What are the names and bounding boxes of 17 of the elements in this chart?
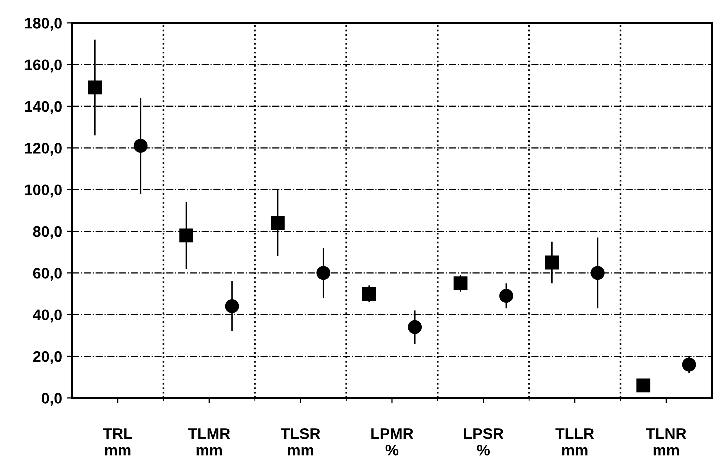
x-tick-label: TLMR mm bbox=[188, 428, 230, 456]
x-tick-label: TRL mm bbox=[103, 428, 132, 456]
y-tick-label: 80,0 bbox=[33, 226, 62, 240]
y-tick-label: 160,0 bbox=[25, 60, 62, 73]
y-tick-label: 20,0 bbox=[33, 351, 62, 364]
x-tick-label: TLLR mm bbox=[556, 428, 594, 456]
y-tick-label: 0,0 bbox=[42, 393, 62, 406]
x-tick-label: TLSR mm bbox=[281, 428, 320, 456]
y-tick-label: 100,0 bbox=[25, 184, 62, 198]
y-tick-label: 140,0 bbox=[25, 101, 62, 114]
x-tick-label: LPSR % bbox=[464, 428, 504, 456]
x-tick-label: TLNR mm bbox=[646, 428, 687, 456]
x-tick-label: LPMR % bbox=[372, 428, 414, 456]
y-tick-label: 180,0 bbox=[25, 18, 62, 32]
y-tick-label: 40,0 bbox=[33, 310, 62, 323]
y-tick-label: 120,0 bbox=[25, 143, 62, 156]
y-tick-label: 60,0 bbox=[33, 268, 62, 282]
